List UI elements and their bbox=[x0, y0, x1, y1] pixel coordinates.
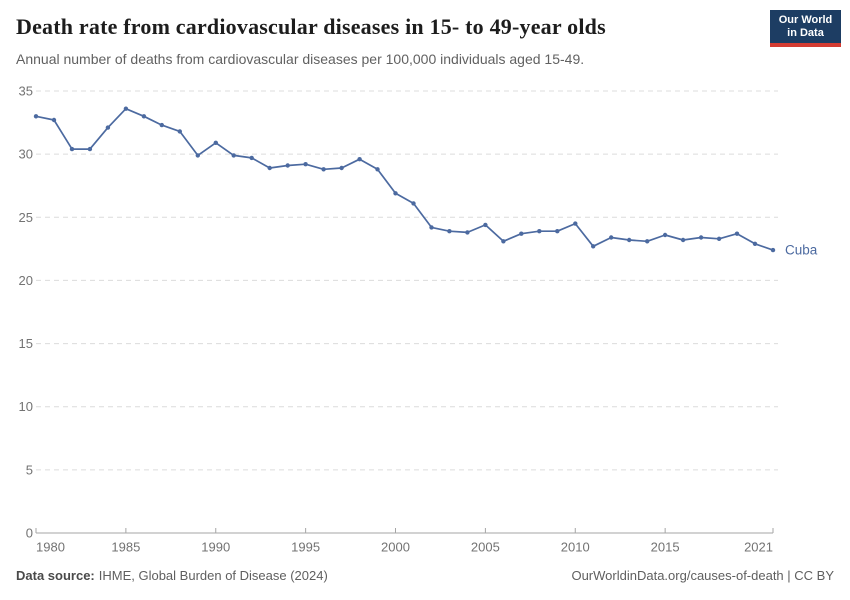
data-point bbox=[231, 153, 236, 158]
data-point bbox=[447, 229, 452, 234]
owid-logo-line2: in Data bbox=[787, 26, 824, 39]
y-axis-label-10: 10 bbox=[19, 399, 33, 414]
y-axis-label-0: 0 bbox=[26, 526, 33, 541]
data-point bbox=[411, 201, 416, 206]
x-axis-label-2000: 2000 bbox=[381, 540, 410, 555]
data-point bbox=[159, 122, 164, 128]
data-point bbox=[339, 165, 344, 171]
page-title: Death rate from cardiovascular diseases … bbox=[16, 14, 606, 39]
data-point bbox=[716, 236, 722, 241]
y-axis-label-15: 15 bbox=[19, 336, 33, 351]
data-point bbox=[770, 247, 776, 253]
data-point bbox=[501, 239, 506, 244]
data-point bbox=[213, 140, 218, 145]
data-line-cuba bbox=[35, 107, 774, 251]
data-point bbox=[123, 106, 129, 111]
page-subtitle: Annual number of deaths from cardiovascu… bbox=[16, 51, 585, 67]
owid-logo-line1: Our World bbox=[778, 13, 833, 26]
data-point bbox=[321, 167, 326, 172]
y-axis-label-20: 20 bbox=[19, 273, 33, 288]
series-label-cuba: Cuba bbox=[785, 243, 818, 258]
data-point bbox=[393, 191, 398, 196]
data-point bbox=[698, 235, 704, 240]
data-point bbox=[734, 231, 740, 236]
data-point bbox=[285, 163, 290, 168]
data-point bbox=[249, 155, 254, 161]
data-point bbox=[609, 235, 614, 240]
data-point bbox=[573, 221, 578, 226]
data-point bbox=[177, 129, 182, 134]
x-axis-label-2021: 2021 bbox=[744, 540, 773, 555]
data-point bbox=[483, 222, 488, 228]
data-source-label: Data source: bbox=[16, 568, 95, 583]
data-point bbox=[591, 244, 596, 249]
data-point bbox=[51, 117, 57, 123]
y-axis-label-35: 35 bbox=[19, 84, 33, 99]
x-axis-label-2010: 2010 bbox=[561, 540, 590, 555]
data-point bbox=[627, 237, 632, 243]
data-point bbox=[465, 230, 470, 235]
data-point bbox=[303, 162, 308, 167]
footer-license-link[interactable]: OurWorldinData.org/causes-of-death | CC … bbox=[571, 568, 834, 583]
y-axis-label-30: 30 bbox=[19, 147, 33, 162]
chart-footer: Data source: IHME, Global Burden of Disea… bbox=[16, 568, 834, 583]
data-point bbox=[33, 114, 39, 119]
data-point bbox=[69, 146, 75, 152]
data-point bbox=[537, 229, 542, 234]
x-axis-label-1990: 1990 bbox=[201, 540, 230, 555]
data-point bbox=[645, 239, 650, 244]
data-point bbox=[357, 157, 362, 162]
owid-logo[interactable]: Our World in Data bbox=[770, 10, 841, 47]
data-point bbox=[555, 229, 560, 234]
data-point bbox=[662, 232, 668, 238]
data-point bbox=[680, 237, 686, 243]
data-point bbox=[195, 153, 200, 158]
data-point bbox=[429, 225, 434, 230]
x-axis-label-2015: 2015 bbox=[651, 540, 680, 555]
chart-svg: 0 5 10 15 20 25 30 35 1980 1985 1990 1995 2000 2005 20… bbox=[19, 84, 818, 555]
data-source: Data source: IHME, Global Burden of Disea… bbox=[16, 568, 328, 583]
data-point bbox=[752, 241, 758, 246]
data-point bbox=[141, 114, 147, 119]
y-axis-label-5: 5 bbox=[26, 462, 33, 477]
data-point bbox=[267, 165, 272, 171]
data-point bbox=[375, 167, 380, 172]
x-axis-label-2005: 2005 bbox=[471, 540, 500, 555]
y-axis-label-25: 25 bbox=[19, 210, 33, 225]
x-axis-label-1980: 1980 bbox=[36, 540, 65, 555]
data-source-text: IHME, Global Burden of Disease (2024) bbox=[98, 568, 328, 583]
data-point bbox=[87, 146, 93, 152]
x-axis-label-1995: 1995 bbox=[291, 540, 320, 555]
data-point bbox=[105, 125, 111, 130]
data-point bbox=[519, 231, 524, 236]
x-axis-label-1985: 1985 bbox=[111, 540, 140, 555]
